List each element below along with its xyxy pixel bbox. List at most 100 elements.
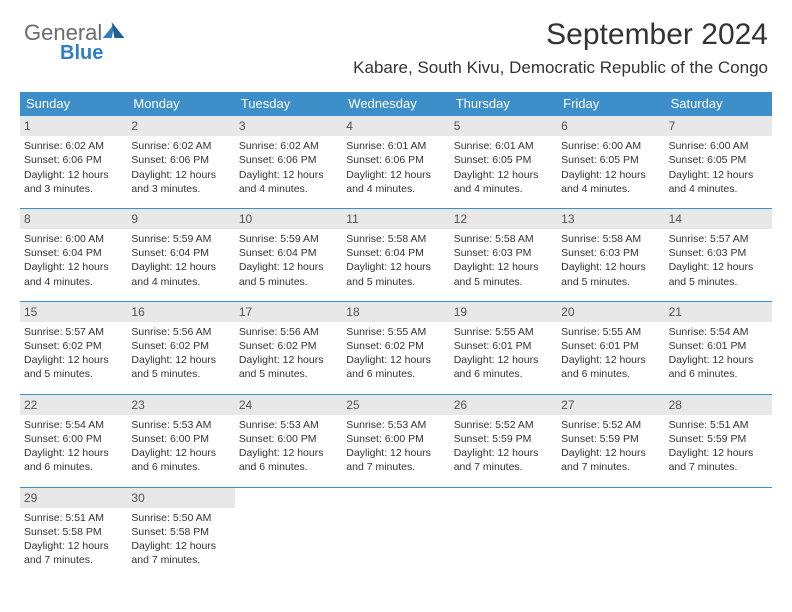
daylight-text: Daylight: 12 hours and 5 minutes. bbox=[669, 260, 768, 288]
day-number: 30 bbox=[127, 488, 234, 508]
sunset-text: Sunset: 6:04 PM bbox=[24, 246, 123, 260]
calendar-cell: 28Sunrise: 5:51 AMSunset: 5:59 PMDayligh… bbox=[665, 395, 772, 481]
sunrise-text: Sunrise: 5:53 AM bbox=[131, 418, 230, 432]
day-number: 15 bbox=[20, 302, 127, 322]
day-name-row: Sunday Monday Tuesday Wednesday Thursday… bbox=[20, 92, 772, 116]
daylight-text: Daylight: 12 hours and 5 minutes. bbox=[454, 260, 553, 288]
day-name: Wednesday bbox=[342, 92, 449, 116]
sunrise-text: Sunrise: 6:02 AM bbox=[239, 139, 338, 153]
day-number: 14 bbox=[665, 209, 772, 229]
sunset-text: Sunset: 6:05 PM bbox=[669, 153, 768, 167]
calendar-cell: 7Sunrise: 6:00 AMSunset: 6:05 PMDaylight… bbox=[665, 116, 772, 202]
daylight-text: Daylight: 12 hours and 4 minutes. bbox=[131, 260, 230, 288]
calendar-cell: 18Sunrise: 5:55 AMSunset: 6:02 PMDayligh… bbox=[342, 302, 449, 388]
sunset-text: Sunset: 6:00 PM bbox=[346, 432, 445, 446]
day-name: Monday bbox=[127, 92, 234, 116]
calendar-cell: 3Sunrise: 6:02 AMSunset: 6:06 PMDaylight… bbox=[235, 116, 342, 202]
calendar-cell bbox=[557, 488, 664, 574]
sunset-text: Sunset: 6:00 PM bbox=[24, 432, 123, 446]
day-number: 8 bbox=[20, 209, 127, 229]
calendar-cell bbox=[342, 488, 449, 574]
sunset-text: Sunset: 6:02 PM bbox=[131, 339, 230, 353]
sunset-text: Sunset: 6:04 PM bbox=[239, 246, 338, 260]
day-number: 11 bbox=[342, 209, 449, 229]
calendar-week: 22Sunrise: 5:54 AMSunset: 6:00 PMDayligh… bbox=[20, 394, 772, 481]
sunrise-text: Sunrise: 5:57 AM bbox=[24, 325, 123, 339]
day-name: Thursday bbox=[450, 92, 557, 116]
day-number: 22 bbox=[20, 395, 127, 415]
logo: General Blue bbox=[24, 20, 123, 65]
daylight-text: Daylight: 12 hours and 7 minutes. bbox=[454, 446, 553, 474]
sunrise-text: Sunrise: 5:58 AM bbox=[561, 232, 660, 246]
sunset-text: Sunset: 6:06 PM bbox=[346, 153, 445, 167]
daylight-text: Daylight: 12 hours and 4 minutes. bbox=[561, 168, 660, 196]
sunrise-text: Sunrise: 5:59 AM bbox=[239, 232, 338, 246]
daylight-text: Daylight: 12 hours and 5 minutes. bbox=[239, 353, 338, 381]
calendar-cell: 25Sunrise: 5:53 AMSunset: 6:00 PMDayligh… bbox=[342, 395, 449, 481]
logo-sail-icon-2 bbox=[112, 22, 125, 38]
day-number: 20 bbox=[557, 302, 664, 322]
daylight-text: Daylight: 12 hours and 4 minutes. bbox=[24, 260, 123, 288]
calendar-cell: 13Sunrise: 5:58 AMSunset: 6:03 PMDayligh… bbox=[557, 209, 664, 295]
day-number: 1 bbox=[20, 116, 127, 136]
daylight-text: Daylight: 12 hours and 7 minutes. bbox=[346, 446, 445, 474]
sunset-text: Sunset: 6:01 PM bbox=[561, 339, 660, 353]
sunset-text: Sunset: 6:03 PM bbox=[454, 246, 553, 260]
day-number: 6 bbox=[557, 116, 664, 136]
calendar-cell: 12Sunrise: 5:58 AMSunset: 6:03 PMDayligh… bbox=[450, 209, 557, 295]
calendar-week: 1Sunrise: 6:02 AMSunset: 6:06 PMDaylight… bbox=[20, 116, 772, 202]
calendar-cell: 26Sunrise: 5:52 AMSunset: 5:59 PMDayligh… bbox=[450, 395, 557, 481]
sunset-text: Sunset: 6:01 PM bbox=[669, 339, 768, 353]
daylight-text: Daylight: 12 hours and 7 minutes. bbox=[669, 446, 768, 474]
sunset-text: Sunset: 6:06 PM bbox=[24, 153, 123, 167]
sunrise-text: Sunrise: 5:56 AM bbox=[239, 325, 338, 339]
calendar-cell: 5Sunrise: 6:01 AMSunset: 6:05 PMDaylight… bbox=[450, 116, 557, 202]
header: General Blue September 2024 Kabare, Sout… bbox=[20, 18, 772, 86]
sunset-text: Sunset: 6:02 PM bbox=[24, 339, 123, 353]
day-number: 7 bbox=[665, 116, 772, 136]
day-number: 23 bbox=[127, 395, 234, 415]
calendar-cell: 1Sunrise: 6:02 AMSunset: 6:06 PMDaylight… bbox=[20, 116, 127, 202]
calendar-cell: 2Sunrise: 6:02 AMSunset: 6:06 PMDaylight… bbox=[127, 116, 234, 202]
sunset-text: Sunset: 6:02 PM bbox=[239, 339, 338, 353]
sunrise-text: Sunrise: 5:55 AM bbox=[346, 325, 445, 339]
day-name: Sunday bbox=[20, 92, 127, 116]
sunrise-text: Sunrise: 6:00 AM bbox=[24, 232, 123, 246]
sunset-text: Sunset: 6:00 PM bbox=[239, 432, 338, 446]
daylight-text: Daylight: 12 hours and 6 minutes. bbox=[346, 353, 445, 381]
day-number: 21 bbox=[665, 302, 772, 322]
daylight-text: Daylight: 12 hours and 5 minutes. bbox=[239, 260, 338, 288]
calendar-cell bbox=[450, 488, 557, 574]
daylight-text: Daylight: 12 hours and 4 minutes. bbox=[346, 168, 445, 196]
sunrise-text: Sunrise: 5:51 AM bbox=[24, 511, 123, 525]
sunset-text: Sunset: 5:58 PM bbox=[131, 525, 230, 539]
day-number: 24 bbox=[235, 395, 342, 415]
sunrise-text: Sunrise: 5:50 AM bbox=[131, 511, 230, 525]
sunrise-text: Sunrise: 5:58 AM bbox=[346, 232, 445, 246]
sunset-text: Sunset: 6:02 PM bbox=[346, 339, 445, 353]
sunrise-text: Sunrise: 6:01 AM bbox=[346, 139, 445, 153]
sunrise-text: Sunrise: 6:02 AM bbox=[24, 139, 123, 153]
weeks-container: 1Sunrise: 6:02 AMSunset: 6:06 PMDaylight… bbox=[20, 116, 772, 573]
daylight-text: Daylight: 12 hours and 4 minutes. bbox=[454, 168, 553, 196]
logo-text-2: Blue bbox=[60, 42, 123, 65]
sunset-text: Sunset: 6:04 PM bbox=[346, 246, 445, 260]
calendar-cell: 10Sunrise: 5:59 AMSunset: 6:04 PMDayligh… bbox=[235, 209, 342, 295]
day-number: 16 bbox=[127, 302, 234, 322]
sunrise-text: Sunrise: 5:54 AM bbox=[669, 325, 768, 339]
sunrise-text: Sunrise: 5:52 AM bbox=[454, 418, 553, 432]
calendar-cell bbox=[235, 488, 342, 574]
sunrise-text: Sunrise: 5:52 AM bbox=[561, 418, 660, 432]
calendar-week: 15Sunrise: 5:57 AMSunset: 6:02 PMDayligh… bbox=[20, 301, 772, 388]
daylight-text: Daylight: 12 hours and 6 minutes. bbox=[454, 353, 553, 381]
sunset-text: Sunset: 6:03 PM bbox=[669, 246, 768, 260]
calendar-cell bbox=[665, 488, 772, 574]
page-subtitle: Kabare, South Kivu, Democratic Republic … bbox=[353, 58, 768, 78]
day-number: 17 bbox=[235, 302, 342, 322]
day-number: 9 bbox=[127, 209, 234, 229]
sunset-text: Sunset: 6:04 PM bbox=[131, 246, 230, 260]
sunset-text: Sunset: 6:03 PM bbox=[561, 246, 660, 260]
calendar-cell: 21Sunrise: 5:54 AMSunset: 6:01 PMDayligh… bbox=[665, 302, 772, 388]
sunrise-text: Sunrise: 5:57 AM bbox=[669, 232, 768, 246]
sunrise-text: Sunrise: 6:01 AM bbox=[454, 139, 553, 153]
